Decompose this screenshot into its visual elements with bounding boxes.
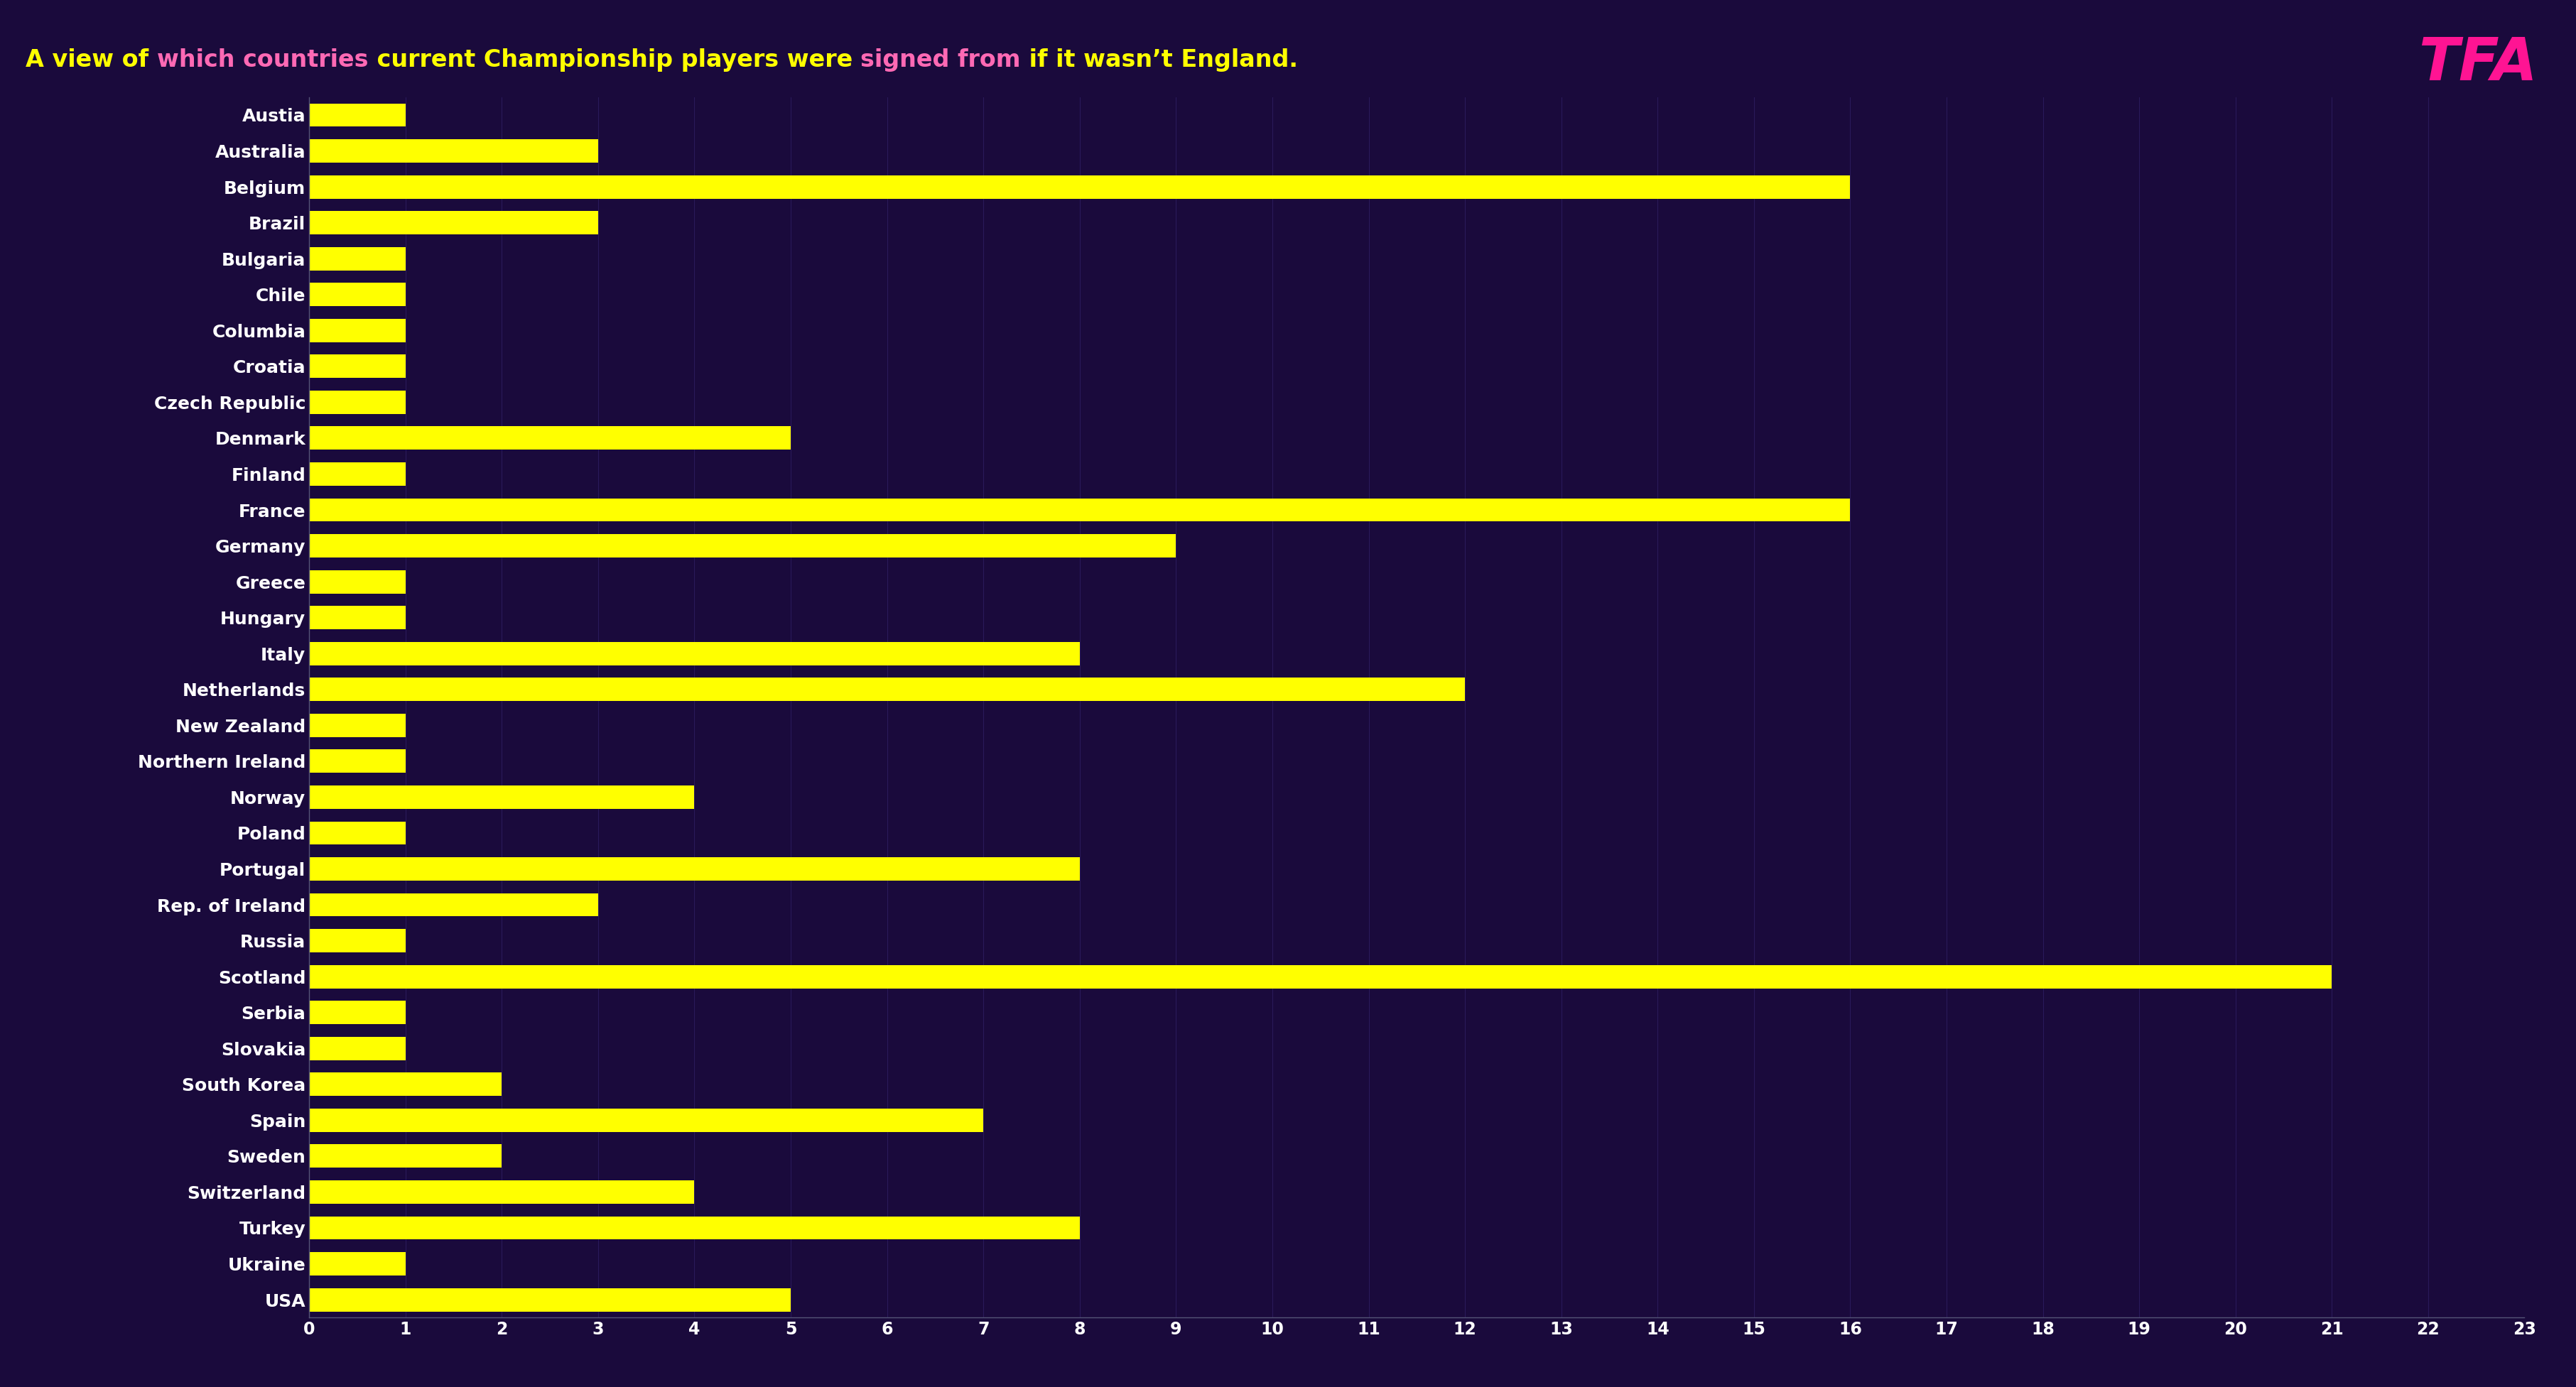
Bar [309,1216,1079,1240]
Bar [309,211,598,234]
Bar [309,391,404,413]
Text: TFA: TFA [2419,35,2537,92]
Bar [309,1001,404,1024]
Text: A view of: A view of [26,49,157,72]
Text: signed from: signed from [860,49,1020,72]
Text: if it wasn’t England.: if it wasn’t England. [1020,49,1298,72]
Bar [309,1036,404,1060]
Text: current Championship players were: current Championship players were [368,49,860,72]
Bar [309,1289,791,1311]
Bar [309,462,404,485]
Bar [309,1144,502,1168]
Bar [309,714,404,736]
Bar [309,498,1850,522]
Bar [309,426,791,449]
Bar [309,1180,696,1204]
Bar [309,749,404,773]
Bar [309,1072,502,1096]
Bar [309,139,598,162]
Text: which countries: which countries [157,49,368,72]
Bar [309,534,1177,558]
Bar [309,929,404,953]
Bar [309,283,404,307]
Bar [309,965,2331,989]
Bar [309,104,404,126]
Bar [309,247,404,270]
Bar [309,570,404,594]
Bar [309,678,1466,700]
Bar [309,175,1850,198]
Bar [309,355,404,379]
Bar [309,893,598,917]
Bar [309,319,404,343]
Bar [309,1252,404,1276]
Bar [309,857,1079,881]
Bar [309,606,404,630]
Bar [309,785,696,809]
Bar [309,642,1079,666]
Bar [309,821,404,845]
Bar [309,1108,984,1132]
